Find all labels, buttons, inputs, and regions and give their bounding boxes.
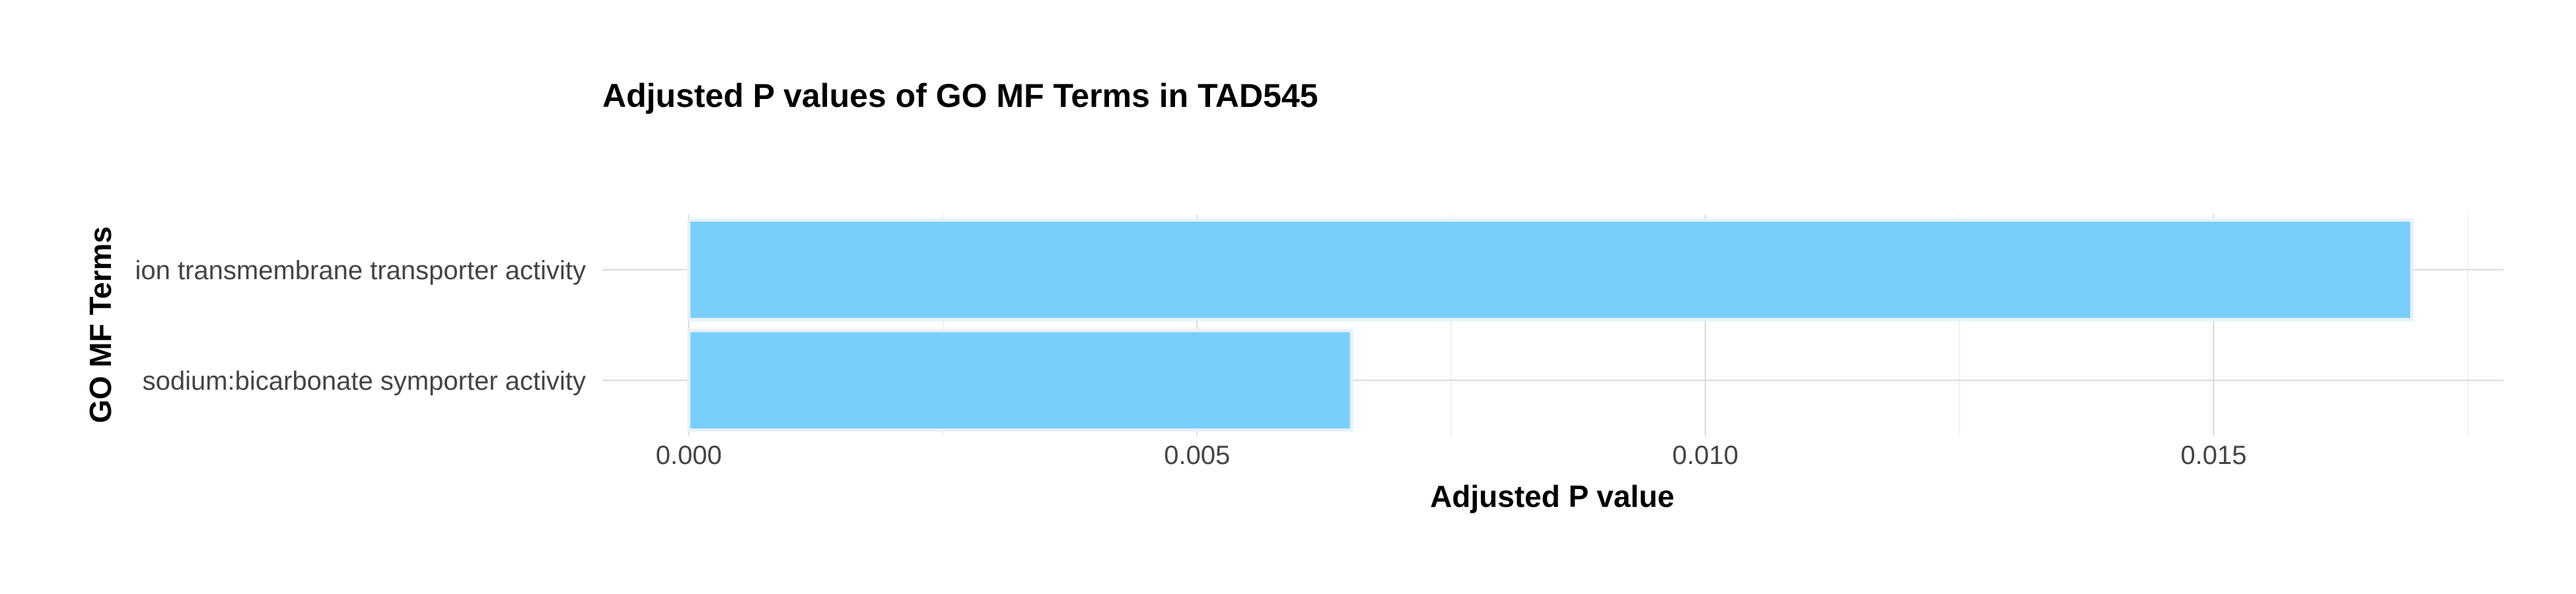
y-tick-labels: ion transmembrane transporter activity so… bbox=[135, 256, 587, 396]
x-tick-labels: 0.000 0.005 0.010 0.015 bbox=[656, 441, 2247, 470]
y-tick-label: sodium:bicarbonate symporter activity bbox=[143, 366, 586, 395]
bar bbox=[687, 329, 1353, 432]
x-tick-label: 0.010 bbox=[1672, 441, 1738, 470]
bars bbox=[687, 218, 2414, 432]
chart-title: Adjusted P values of GO MF Terms in TAD5… bbox=[602, 77, 1318, 114]
x-axis-title: Adjusted P value bbox=[1430, 479, 1674, 513]
x-tick-label: 0.005 bbox=[1164, 441, 1230, 470]
bar bbox=[687, 218, 2414, 321]
y-tick-label: ion transmembrane transporter activity bbox=[135, 256, 587, 285]
x-tick-label: 0.015 bbox=[2180, 441, 2246, 470]
x-tick-label: 0.000 bbox=[656, 441, 722, 470]
y-axis-title: GO MF Terms bbox=[83, 226, 118, 423]
